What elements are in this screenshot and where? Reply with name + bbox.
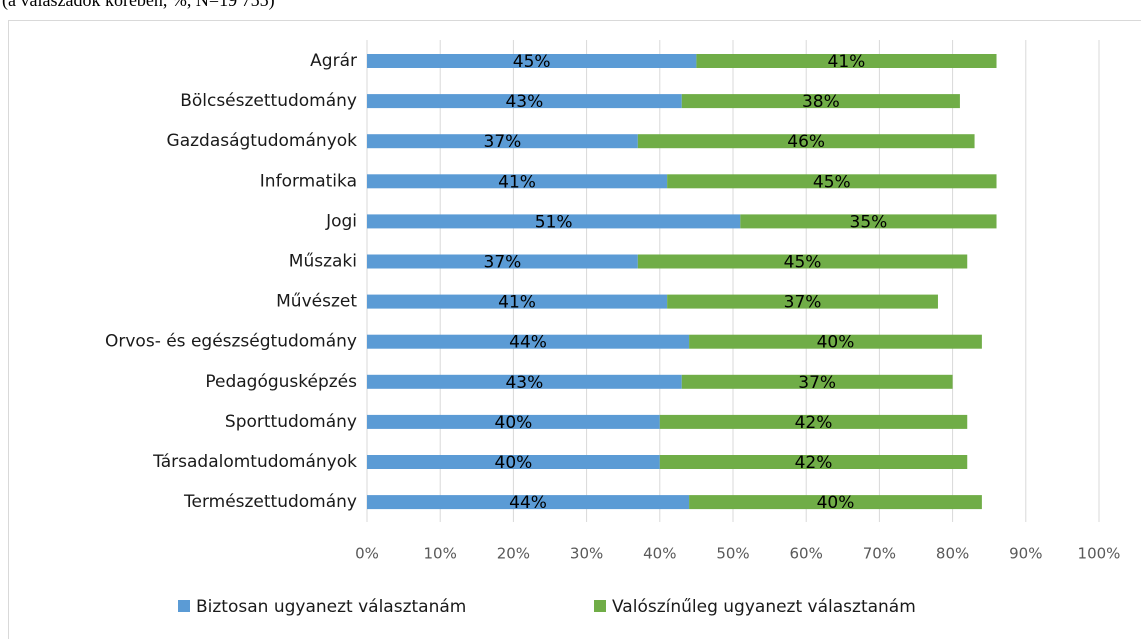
y-tick-label: Pedagógusképzés [205,372,357,392]
data-label: 40% [817,493,855,513]
x-tick-label: 0% [355,545,379,563]
bar-segment [681,374,953,389]
data-label: 45% [813,172,851,192]
bar-segment [637,134,975,149]
y-tick-label: Sporttudomány [225,412,357,432]
data-label: 41% [498,172,536,192]
data-label: 43% [505,92,543,112]
legend-label: Valószínűleg ugyanezt választanám [612,597,916,617]
data-label: 44% [509,493,547,513]
legend-label: Biztosan ugyanezt választanám [196,597,466,617]
y-tick-label: Informatika [260,171,357,191]
data-label: 35% [850,212,888,232]
x-tick-label: 70% [863,545,896,563]
data-label: 42% [795,413,833,433]
chart-border [8,20,1141,639]
bar-segment [689,495,982,510]
data-label: 37% [798,373,836,393]
data-label: 37% [484,253,522,273]
bar-segment [367,294,668,309]
data-label: 43% [505,373,543,393]
y-tick-label: Agrár [310,51,357,71]
data-label: 41% [828,52,866,72]
legend-swatch [594,600,606,612]
data-label: 46% [787,132,825,152]
data-label: 37% [484,132,522,152]
data-label: 41% [498,293,536,313]
bar-segment [367,254,638,269]
x-tick-label: 50% [716,545,749,563]
x-tick-label: 10% [424,545,457,563]
bar-segment [367,414,660,429]
bar-segment [367,334,690,349]
y-tick-label: Bölcsészettudomány [180,91,357,111]
x-tick-label: 90% [1009,545,1042,563]
bar-segment [667,294,938,309]
bar-segment [367,374,682,389]
y-tick-label: Gazdaságtudományok [167,131,358,151]
bar-segment [696,54,997,68]
data-label: 45% [513,52,551,72]
y-tick-label: Műszaki [289,252,357,272]
data-label: 37% [784,293,822,313]
bar-segment [659,455,968,469]
y-tick-label: Társadalomtudományok [152,452,357,472]
bar-segment [367,54,697,68]
data-label: 40% [817,333,855,353]
x-tick-label: 30% [570,545,603,563]
bar-segment [367,455,660,469]
chart-subtitle: (a válaszadók körében, %, N=19 755) [2,0,275,11]
y-tick-label: Művészet [276,292,357,312]
bar-segment [681,94,960,109]
y-tick-label: Jogi [325,211,357,231]
bar-segment [740,214,997,229]
x-tick-label: 40% [643,545,676,563]
data-label: 40% [495,453,533,473]
bar-segment [367,495,690,510]
bar-segment [367,94,682,109]
bar-segment [367,134,638,149]
bar-segment [367,174,668,189]
bar-segment [367,214,741,229]
bar-segment [667,174,997,189]
x-tick-label: 100% [1078,545,1121,563]
bar-segment [637,254,968,269]
data-label: 40% [495,413,533,433]
data-label: 38% [802,92,840,112]
x-tick-label: 60% [790,545,823,563]
data-label: 45% [784,253,822,273]
bar-segment [689,334,982,349]
data-label: 42% [795,453,833,473]
y-tick-label: Orvos- és egészségtudomány [105,332,357,352]
bar-segment [659,414,968,429]
data-label: 51% [535,212,573,232]
x-tick-label: 80% [936,545,969,563]
x-tick-label: 20% [497,545,530,563]
data-label: 44% [509,333,547,353]
legend-swatch [178,600,190,612]
y-tick-label: Természettudomány [183,492,357,512]
